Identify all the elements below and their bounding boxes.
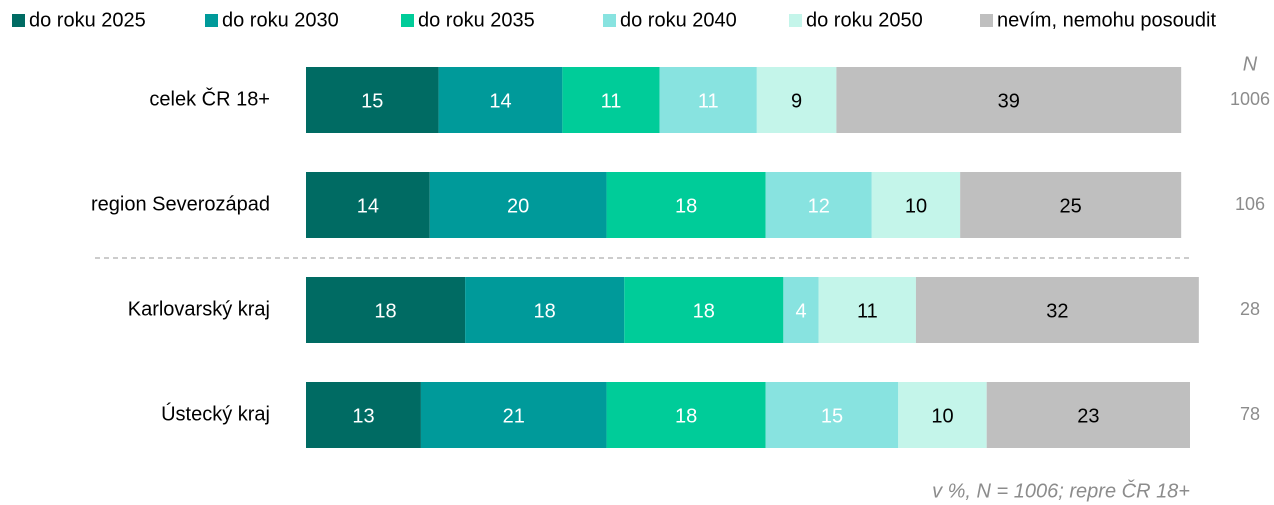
data-label: 20 [507, 195, 529, 217]
data-label: 18 [693, 300, 715, 322]
n-value: 1006 [1230, 89, 1270, 109]
data-label: 14 [357, 195, 379, 217]
data-label: 32 [1046, 300, 1068, 322]
bar-segment [765, 382, 899, 448]
category-label: Ústecký kraj [161, 402, 270, 425]
data-label: 39 [998, 90, 1020, 112]
bar-segment [562, 67, 660, 133]
legend-label: do roku 2040 [620, 9, 737, 31]
legend-swatch [789, 14, 802, 27]
legend-label: do roku 2025 [29, 9, 146, 31]
data-label: 18 [675, 405, 697, 427]
bar-segment [429, 172, 607, 238]
category-label: Karlovarský kraj [128, 298, 270, 320]
bar-segment [465, 277, 625, 343]
data-label: 23 [1077, 405, 1099, 427]
data-label: 13 [352, 405, 374, 427]
data-label: 10 [905, 195, 927, 217]
bar-segment [783, 277, 819, 343]
bar-segment [438, 67, 563, 133]
bar-segment [898, 382, 987, 448]
n-value: 78 [1240, 404, 1260, 424]
data-label: 10 [931, 405, 953, 427]
bar-segment [756, 67, 837, 133]
bar-segment [306, 277, 466, 343]
bar-segment [659, 67, 757, 133]
data-label: 9 [791, 90, 802, 112]
bar-segment [306, 382, 421, 448]
category-label: region Severozápad [91, 193, 270, 215]
data-label: 11 [601, 90, 622, 112]
data-label: 21 [503, 405, 525, 427]
legend-swatch [12, 14, 25, 27]
bar-segment [871, 172, 961, 238]
n-value: 28 [1240, 299, 1260, 319]
data-label: 11 [698, 90, 719, 112]
data-label: 15 [821, 405, 843, 427]
n-header: N [1243, 53, 1258, 75]
bar-segment [960, 172, 1182, 238]
data-label: 15 [361, 90, 383, 112]
legend-swatch [401, 14, 414, 27]
bar-segment [986, 382, 1190, 448]
data-label: 4 [795, 300, 806, 322]
data-label: 11 [857, 300, 878, 322]
bar-segment [624, 277, 784, 343]
data-label: 25 [1060, 195, 1082, 217]
legend-label: do roku 2050 [806, 9, 923, 31]
data-label: 12 [808, 195, 830, 217]
legend-swatch [603, 14, 616, 27]
legend-label: do roku 2030 [222, 9, 339, 31]
bar-segment [836, 67, 1182, 133]
legend-swatch [205, 14, 218, 27]
bar-segment [306, 172, 430, 238]
data-label: 14 [489, 90, 511, 112]
legend-swatch [980, 14, 993, 27]
bar-segment [915, 277, 1199, 343]
bar-segment [606, 172, 766, 238]
bar-segment [306, 67, 439, 133]
legend-label: do roku 2035 [418, 9, 535, 31]
data-label: 18 [675, 195, 697, 217]
bar-segment [765, 172, 872, 238]
bar-segment [818, 277, 916, 343]
data-label: 18 [534, 300, 556, 322]
note: v %, N = 1006; repre ČR 18+ [932, 479, 1190, 502]
n-value: 106 [1235, 194, 1265, 214]
data-label: 18 [374, 300, 396, 322]
legend-label: nevím, nemohu posoudit [997, 9, 1216, 31]
category-label: celek ČR 18+ [149, 87, 270, 110]
bar-segment [606, 382, 766, 448]
bar-segment [420, 382, 607, 448]
